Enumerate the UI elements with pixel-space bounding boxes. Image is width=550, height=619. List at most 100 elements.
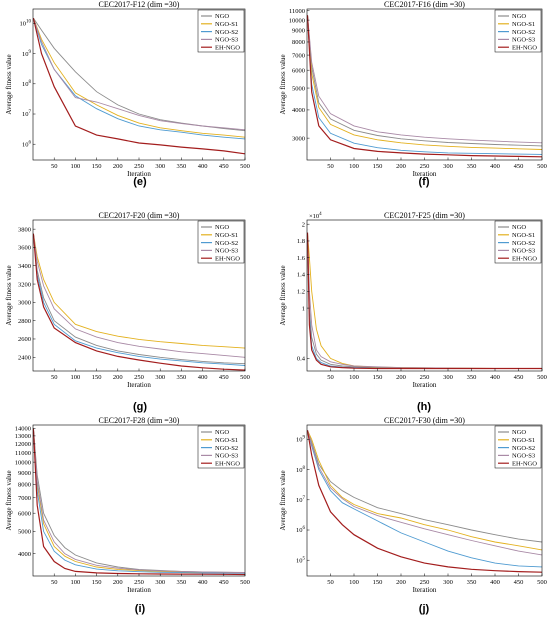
legend-item-ngo-s3: NGO-S3: [215, 37, 238, 44]
legend-item-ngo-s2: NGO-S2: [215, 445, 238, 452]
legend-item-eh-ngo: EH-NGO: [215, 44, 240, 51]
x-tick-label: 250: [420, 579, 430, 586]
x-tick-label: 350: [177, 374, 187, 381]
y-axis-label: Average fitness value: [279, 265, 287, 325]
y-tick-label: 6000: [18, 510, 31, 517]
x-tick-label: 300: [443, 579, 453, 586]
x-tick-label: 400: [490, 579, 500, 586]
x-tick-label: 150: [92, 579, 102, 586]
y-tick-label: 2800: [18, 318, 31, 325]
y-tick-label: 1: [302, 305, 305, 312]
x-tick-label: 50: [327, 579, 334, 586]
x-tick-label: 500: [240, 374, 250, 381]
chart-panel-5: 50 100 150 200 250 300 350 400 450 500 4000 5000 600…: [5, 416, 250, 615]
y-tick-label: 1.6: [297, 255, 306, 262]
legend-item-ngo: NGO: [512, 13, 526, 20]
y-axis-multiplier: ×104: [309, 212, 322, 220]
x-tick-label: 450: [219, 374, 229, 381]
x-tick-label: 400: [490, 163, 500, 170]
series-line-ngo-s3: [307, 430, 542, 556]
x-tick-label: 250: [134, 163, 144, 170]
panel-label: (i): [135, 603, 146, 615]
legend-item-ngo-s1: NGO-S1: [512, 232, 535, 239]
x-tick-label: 100: [71, 374, 81, 381]
y-tick-label: 13000: [15, 433, 31, 440]
y-tick-label: 107: [22, 110, 32, 118]
legend-item-eh-ngo: EH-NGO: [215, 255, 240, 262]
x-tick-label: 500: [537, 579, 547, 586]
x-tick-label: 300: [155, 163, 165, 170]
y-tick-label: 8000: [292, 39, 305, 46]
legend-item-eh-ngo: EH-NGO: [512, 255, 537, 262]
x-tick-label: 150: [373, 374, 383, 381]
panel-label: (f): [419, 176, 430, 188]
x-tick-label: 500: [240, 579, 250, 586]
series-line-ngo: [307, 15, 542, 147]
legend-item-ngo-s1: NGO-S1: [215, 232, 238, 239]
x-tick-label: 100: [349, 579, 359, 586]
x-tick-label: 200: [396, 163, 406, 170]
legend-item-ngo: NGO: [215, 13, 229, 20]
legend-item-ngo-s3: NGO-S3: [512, 37, 535, 44]
y-tick-label: 108: [296, 466, 306, 474]
x-tick-label: 50: [51, 374, 58, 381]
y-tick-label: 1.8: [297, 238, 305, 245]
x-tick-label: 150: [92, 163, 102, 170]
series-line-ngo-s1: [33, 17, 245, 138]
series-line-ngo-s3: [33, 233, 245, 358]
series-line-ngo-s1: [307, 15, 542, 150]
legend-item-ngo-s3: NGO-S3: [215, 248, 238, 255]
y-tick-label: 3400: [18, 263, 31, 270]
y-tick-label: 9000: [18, 470, 31, 477]
y-axis-label: Average fitness value: [5, 470, 13, 530]
series-line-ngo-s2: [307, 430, 542, 568]
y-tick-label: 2600: [18, 336, 31, 343]
x-tick-label: 150: [373, 163, 383, 170]
x-axis-label: Iteration: [127, 381, 151, 389]
x-tick-label: 100: [71, 163, 81, 170]
legend-item-ngo-s2: NGO-S2: [215, 240, 238, 247]
legend-item-ngo-s3: NGO-S3: [512, 453, 535, 460]
legend-item-ngo-s1: NGO-S1: [512, 437, 535, 444]
x-axis-label: Iteration: [413, 586, 437, 594]
series-line-ngo: [33, 233, 245, 365]
y-tick-label: 10000: [15, 459, 31, 466]
legend-item-ngo-s2: NGO-S2: [215, 29, 238, 36]
series-line-ngo: [307, 430, 542, 543]
x-tick-label: 450: [514, 374, 524, 381]
x-tick-label: 300: [443, 163, 453, 170]
x-tick-label: 400: [198, 374, 208, 381]
y-tick-label: 6000: [292, 67, 305, 74]
legend-item-ngo-s1: NGO-S1: [512, 21, 535, 28]
legend-item-eh-ngo: EH-NGO: [512, 44, 537, 51]
legend-item-ngo-s3: NGO-S3: [215, 453, 238, 460]
x-tick-label: 500: [537, 374, 547, 381]
x-axis-label: Iteration: [413, 170, 437, 178]
x-tick-label: 350: [467, 163, 477, 170]
chart-panel-2: 50 100 150 200 250 300 350 400 450 500 3000 4000 500…: [279, 0, 547, 188]
x-tick-label: 150: [373, 579, 383, 586]
y-tick-label: 106: [296, 526, 306, 534]
x-tick-label: 250: [134, 374, 144, 381]
x-tick-label: 200: [396, 374, 406, 381]
legend-item-ngo: NGO: [512, 224, 526, 231]
x-tick-label: 200: [113, 163, 123, 170]
y-axis-label: Average fitness value: [279, 54, 287, 114]
chart-title: CEC2017-F20 (dim =30): [99, 211, 180, 220]
y-tick-label: 105: [296, 556, 306, 564]
x-tick-label: 50: [51, 163, 58, 170]
x-axis-label: Iteration: [413, 381, 437, 389]
y-axis-label: Average fitness value: [5, 54, 13, 114]
x-tick-label: 100: [71, 579, 81, 586]
x-tick-label: 300: [443, 374, 453, 381]
chart-panel-6: 50 100 150 200 250 300 350 400 450 500 105 106 107 10…: [279, 416, 547, 615]
series-line-eh-ngo: [33, 233, 245, 371]
y-tick-label: 7000: [18, 495, 31, 502]
x-tick-label: 250: [420, 163, 430, 170]
legend-item-eh-ngo: EH-NGO: [512, 460, 537, 467]
x-tick-label: 50: [327, 374, 334, 381]
chart-title: CEC2017-F30 (dim =30): [384, 416, 465, 425]
